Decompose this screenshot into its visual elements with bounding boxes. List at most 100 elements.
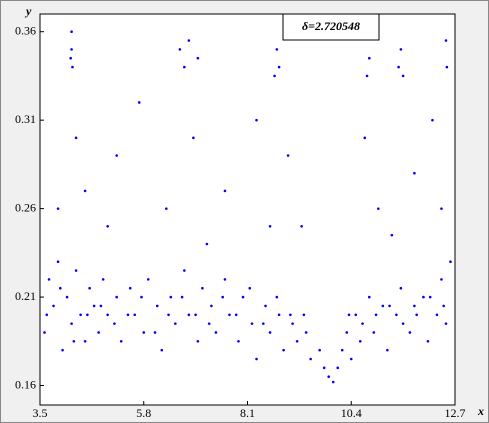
point (289, 313, 292, 317)
point (221, 295, 224, 299)
point (302, 313, 306, 317)
point (160, 348, 164, 352)
point (194, 313, 197, 317)
point (101, 278, 105, 281)
point (79, 313, 82, 317)
point (268, 225, 272, 228)
point (74, 136, 78, 140)
chart-title: δ=2.720548 (302, 19, 360, 33)
point (413, 304, 416, 308)
point (445, 65, 449, 69)
point (106, 313, 109, 317)
point (97, 331, 100, 334)
point (282, 348, 285, 352)
x-tick-label: 12.7 (445, 406, 466, 420)
point (440, 207, 443, 210)
point (386, 348, 389, 352)
point (250, 322, 254, 325)
point (205, 242, 209, 246)
point (153, 331, 157, 334)
point (187, 313, 191, 317)
point (192, 136, 195, 140)
point (264, 304, 267, 308)
point (367, 295, 371, 299)
point (115, 295, 118, 299)
point (56, 207, 60, 210)
y-tick-label: 0.31 (15, 112, 36, 126)
point (358, 340, 362, 343)
point (83, 340, 87, 343)
point (322, 366, 326, 370)
point (428, 295, 432, 299)
x-tick-label: 8.1 (240, 406, 255, 420)
point (196, 340, 200, 343)
point (201, 286, 204, 290)
point (155, 304, 159, 308)
point (183, 65, 186, 69)
y-tick-label: 0.26 (15, 200, 36, 214)
plot-area (39, 13, 456, 406)
point (268, 331, 272, 334)
point (413, 171, 416, 175)
point (234, 313, 238, 317)
point (99, 304, 103, 308)
point (318, 348, 321, 352)
point (273, 74, 276, 78)
point (275, 48, 279, 51)
point (336, 366, 340, 370)
point (70, 322, 73, 325)
point (169, 295, 173, 299)
point (304, 331, 308, 334)
point (65, 295, 69, 299)
point (128, 286, 132, 290)
point (119, 340, 123, 343)
point (399, 48, 403, 51)
point (69, 56, 72, 60)
point (142, 331, 146, 334)
point (88, 286, 91, 290)
point (275, 295, 279, 299)
point (365, 74, 369, 78)
point (207, 322, 211, 325)
point (133, 313, 137, 317)
point (174, 322, 177, 325)
point (58, 286, 62, 290)
point (255, 357, 258, 361)
point (399, 286, 403, 290)
point (327, 375, 330, 378)
point (401, 322, 405, 325)
point (255, 118, 258, 122)
point (390, 233, 394, 237)
point (70, 48, 73, 51)
point (248, 286, 252, 290)
point (261, 322, 265, 325)
point (72, 340, 76, 343)
point (237, 340, 240, 343)
point (183, 269, 186, 272)
point (286, 154, 290, 157)
point (74, 269, 78, 272)
y-axis-label: y (24, 4, 32, 18)
x-tick-label: 10.4 (341, 406, 362, 420)
point (126, 313, 130, 317)
y-tick-label: 0.16 (15, 377, 36, 391)
point (228, 313, 231, 317)
point (377, 207, 380, 210)
point (422, 295, 425, 299)
point (295, 340, 299, 343)
point (86, 313, 89, 317)
point (408, 331, 412, 334)
point (56, 260, 60, 263)
point (331, 380, 335, 384)
point (361, 322, 364, 325)
point (442, 304, 446, 308)
point (440, 278, 443, 281)
y-tick-label: 0.36 (15, 23, 36, 37)
point (444, 39, 448, 42)
x-tick-label: 5.8 (136, 406, 151, 420)
point (381, 304, 385, 308)
point (214, 331, 218, 334)
point (363, 136, 367, 140)
y-tick-label: 0.21 (15, 289, 36, 303)
